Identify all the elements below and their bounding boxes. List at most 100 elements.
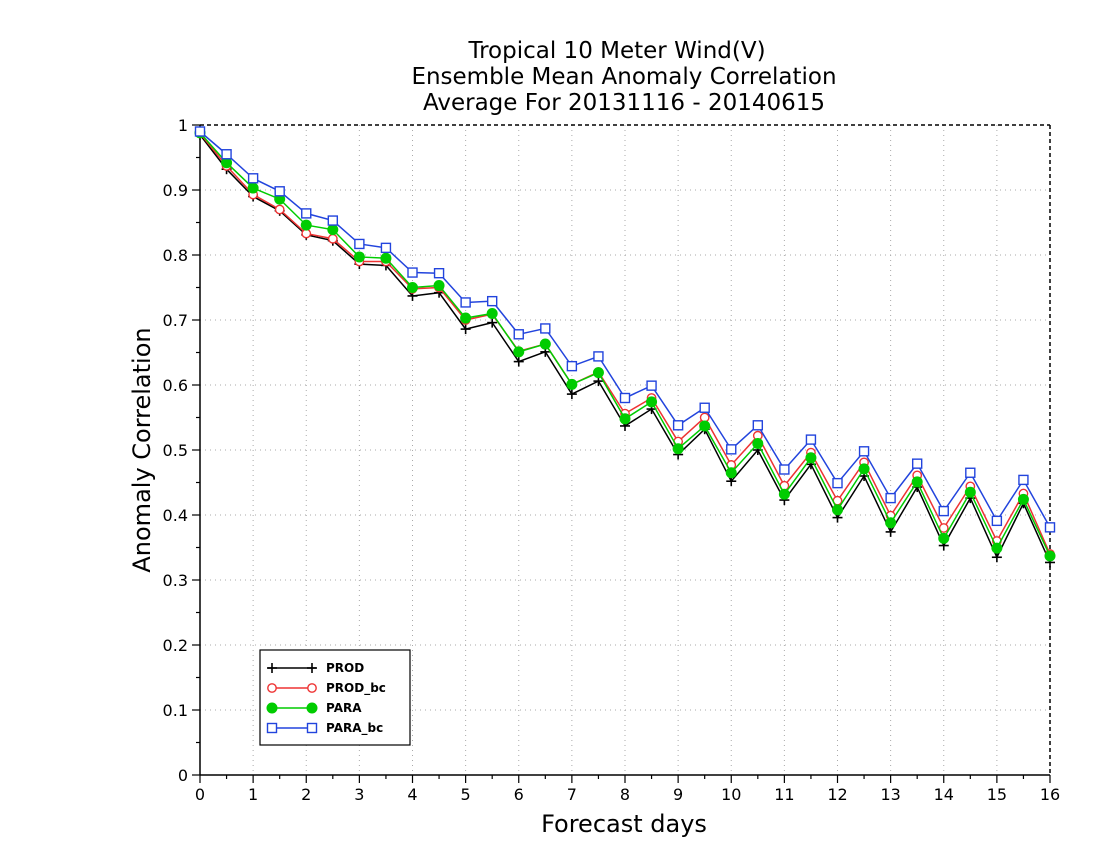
y-tick-label: 0.4: [163, 506, 188, 525]
y-tick-label: 0.6: [163, 376, 188, 395]
data-point-para: [247, 182, 259, 194]
data-point-prod: [991, 552, 1002, 563]
data-point-para: [513, 346, 525, 358]
x-tick-label: 10: [721, 785, 741, 804]
data-point-para-bc: [911, 458, 923, 469]
data-point-para-bc: [460, 297, 471, 308]
data-point-para-bc: [593, 351, 604, 362]
data-point-para: [433, 280, 445, 292]
data-point-para: [858, 463, 870, 475]
data-point-para: [725, 467, 737, 479]
data-point-para-bc: [619, 392, 631, 404]
legend-marker-right: [307, 663, 317, 673]
legend-item-para: PARA: [266, 701, 362, 715]
data-point-para-bc: [380, 242, 392, 254]
title-line-3: Average For 20131116 - 20140615: [423, 90, 825, 116]
x-tick-label: 7: [567, 785, 577, 804]
data-point-prod-bc: [274, 204, 285, 215]
y-tick-label: 0.1: [163, 701, 188, 720]
y-tick-label: 0.3: [163, 571, 188, 590]
data-point-para-bc: [1044, 522, 1056, 533]
data-point-para-bc: [938, 505, 949, 517]
data-point-para: [539, 338, 551, 350]
legend-box: [259, 649, 411, 746]
data-point-para: [646, 396, 658, 408]
series-para-bc: [194, 126, 1056, 533]
data-point-para-bc: [274, 186, 285, 197]
data-point-prod-bc: [327, 233, 338, 244]
data-point-para: [353, 251, 365, 263]
x-tick-label: 8: [620, 785, 630, 804]
data-point-para-bc: [327, 215, 339, 226]
chart-title: Tropical 10 Meter Wind(V) Ensemble Mean …: [411, 38, 836, 116]
data-point-para: [300, 219, 312, 231]
data-point-para: [566, 378, 578, 390]
x-tick-label: 5: [461, 785, 471, 804]
data-point-para: [380, 252, 392, 264]
data-point-para-bc: [672, 420, 684, 431]
y-axis-label: Anomaly Correlation: [128, 327, 156, 572]
data-point-para-bc: [540, 323, 551, 334]
data-point-para: [1017, 493, 1029, 505]
x-tick-label: 1: [248, 785, 258, 804]
axes: 0 1 2 3 4 5 6 7 8 9 10 11 12 13 14 15 1600.10.20.30.40.5…: [163, 116, 1061, 804]
data-point-para-bc: [1018, 474, 1029, 486]
data-point-prod-bc: [699, 412, 710, 423]
x-tick-label: 6: [514, 785, 524, 804]
data-point-prod: [460, 324, 471, 335]
data-point-para-bc: [486, 295, 498, 307]
data-point-para: [699, 420, 711, 432]
x-tick-label: 11: [774, 785, 794, 804]
data-point-para-bc: [301, 208, 312, 219]
y-tick-label: 0.2: [163, 636, 188, 655]
y-tick-label: 0.7: [163, 311, 188, 330]
y-tick-label: 1: [178, 116, 188, 135]
data-point-para: [592, 367, 604, 379]
legend-marker-right: [306, 702, 318, 714]
data-point-para-bc: [221, 149, 232, 160]
legend-item-para-bc: PARA_bc: [266, 721, 383, 736]
data-point-para-bc: [805, 434, 817, 445]
y-tick-label: 0.5: [163, 441, 188, 460]
data-point-para-bc: [726, 444, 737, 455]
data-point-para: [964, 486, 976, 498]
x-tick-label: 13: [880, 785, 900, 804]
x-tick-label: 3: [354, 785, 364, 804]
legend-marker-right: [307, 683, 317, 693]
x-tick-label: 14: [934, 785, 954, 804]
series-layer: [194, 126, 1056, 568]
data-point-para-bc: [858, 446, 870, 457]
data-point-para-bc: [885, 492, 896, 504]
data-point-para: [885, 517, 897, 529]
data-point-para-bc: [832, 477, 843, 489]
x-tick-label: 12: [827, 785, 847, 804]
data-point-para: [327, 224, 339, 236]
legend-marker-right: [306, 722, 318, 734]
title-line-2: Ensemble Mean Anomaly Correlation: [411, 64, 836, 90]
legend-label: PROD_bc: [326, 681, 386, 696]
data-point-para-bc: [699, 402, 710, 413]
x-tick-label: 0: [195, 785, 205, 804]
data-point-para-bc: [752, 420, 764, 431]
data-point-para-bc: [566, 360, 578, 372]
data-point-para: [911, 476, 923, 488]
data-point-para-bc: [194, 126, 206, 137]
x-tick-label: 15: [987, 785, 1007, 804]
legend-label: PARA: [326, 701, 362, 715]
legend-item-prod-bc: PROD_bc: [267, 681, 386, 696]
legend-label: PARA_bc: [326, 721, 383, 736]
data-point-para: [486, 308, 498, 319]
data-point-para-bc: [247, 173, 259, 184]
y-tick-label: 0: [178, 766, 188, 785]
data-point-para: [460, 312, 472, 324]
data-point-para-bc: [354, 238, 365, 250]
data-point-prod: [513, 356, 524, 367]
data-point-para: [752, 438, 764, 449]
data-point-para-bc: [965, 467, 976, 478]
x-tick-label: 16: [1040, 785, 1060, 804]
data-point-para-bc: [646, 380, 657, 391]
data-point-para: [805, 452, 817, 464]
y-tick-label: 0.9: [163, 181, 188, 200]
data-point-prod: [566, 389, 577, 400]
